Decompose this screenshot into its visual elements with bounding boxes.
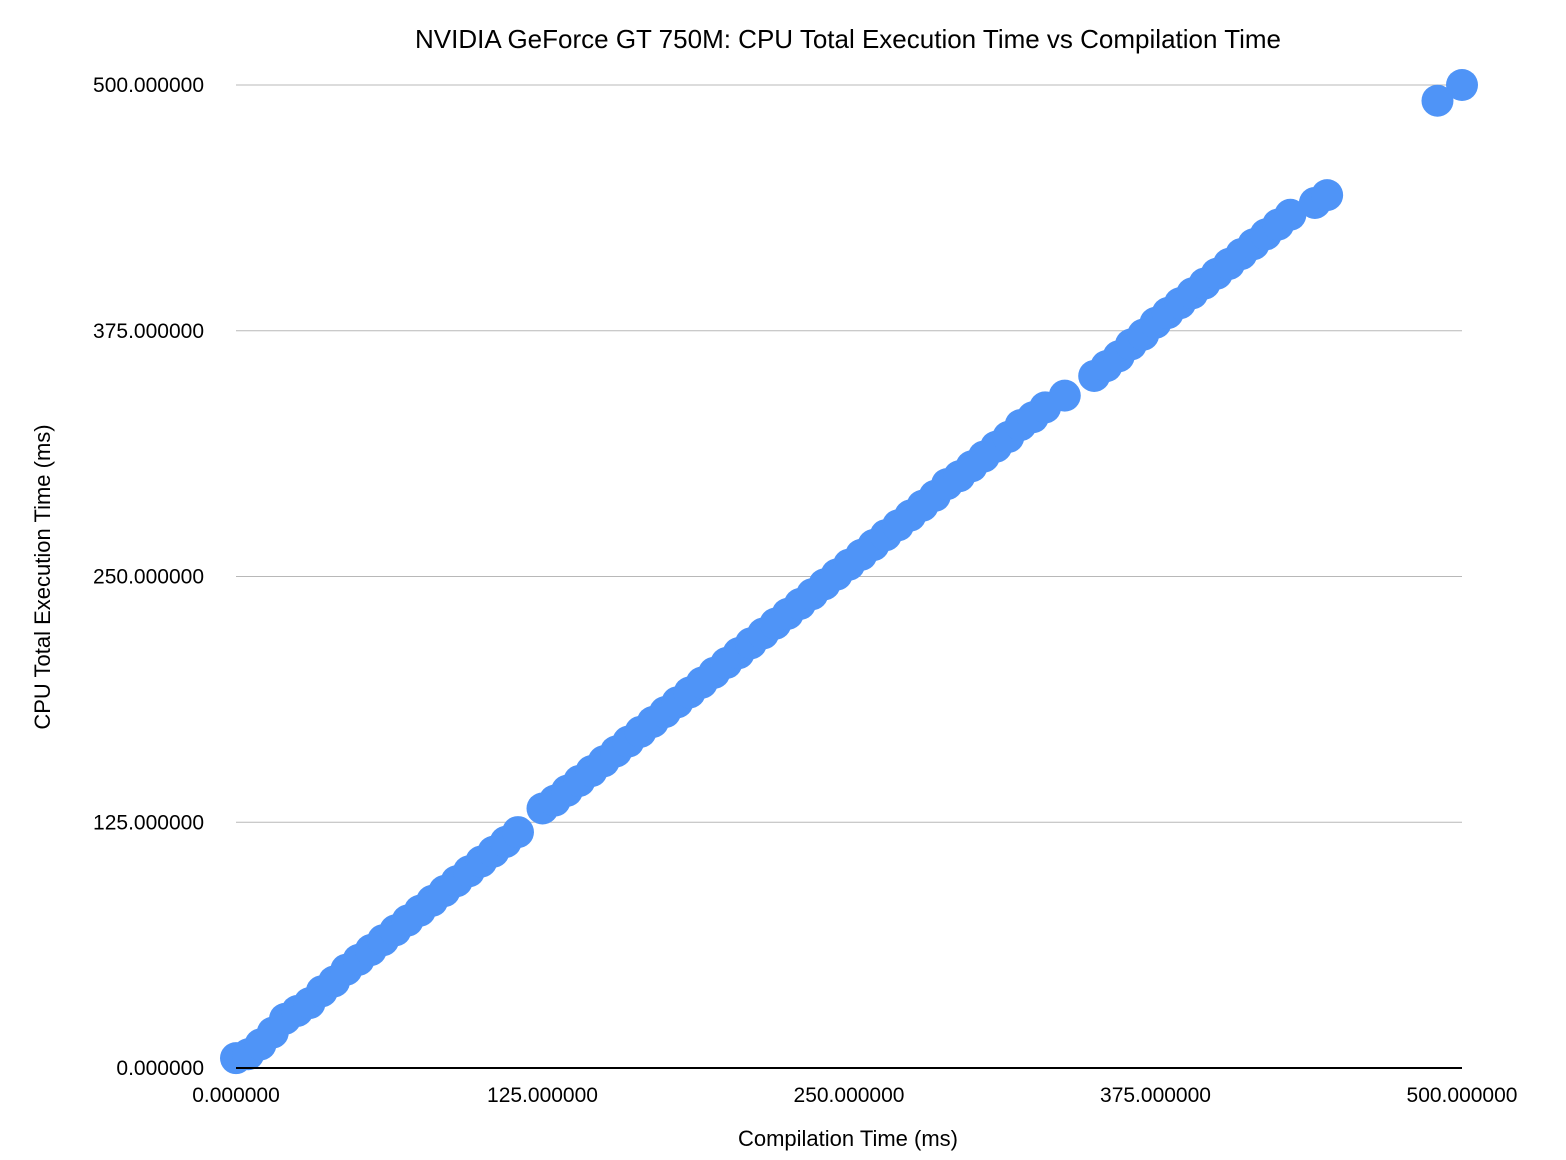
x-tick-label-2: 250.000000 bbox=[794, 1084, 905, 1107]
x-tick-label-3: 375.000000 bbox=[1100, 1084, 1211, 1107]
y-tick-label-4: 500.000000 bbox=[93, 74, 204, 97]
scatter-point-0-23 bbox=[501, 816, 534, 849]
x-axis-title: Compilation Time (ms) bbox=[738, 1126, 958, 1151]
scatter-point-0-86 bbox=[1421, 84, 1454, 117]
y-tick-label-2: 250.000000 bbox=[93, 566, 204, 589]
points-layer bbox=[220, 69, 1478, 1075]
grid-layer bbox=[236, 84, 1462, 823]
chart-title: NVIDIA GeForce GT 750M: CPU Total Execut… bbox=[415, 24, 1281, 54]
labels-layer: 0.000000 125.000000 250.000000 375.000000 50… bbox=[93, 74, 1517, 1107]
scatter-point-0-83 bbox=[1274, 198, 1307, 231]
scatter-point-0-66 bbox=[1048, 379, 1081, 412]
y-axis-title: CPU Total Execution Time (ms) bbox=[30, 424, 55, 729]
scatter-point-0-85 bbox=[1311, 179, 1344, 212]
y-tick-label-1: 125.000000 bbox=[93, 811, 204, 834]
y-tick-label-0: 0.000000 bbox=[116, 1057, 204, 1080]
x-tick-label-1: 125.000000 bbox=[487, 1084, 598, 1107]
scatter-point-0-87 bbox=[1446, 69, 1478, 101]
x-tick-label-4: 500.000000 bbox=[1407, 1084, 1518, 1107]
x-tick-label-0: 0.000000 bbox=[192, 1084, 280, 1107]
y-tick-label-3: 375.000000 bbox=[93, 320, 204, 343]
